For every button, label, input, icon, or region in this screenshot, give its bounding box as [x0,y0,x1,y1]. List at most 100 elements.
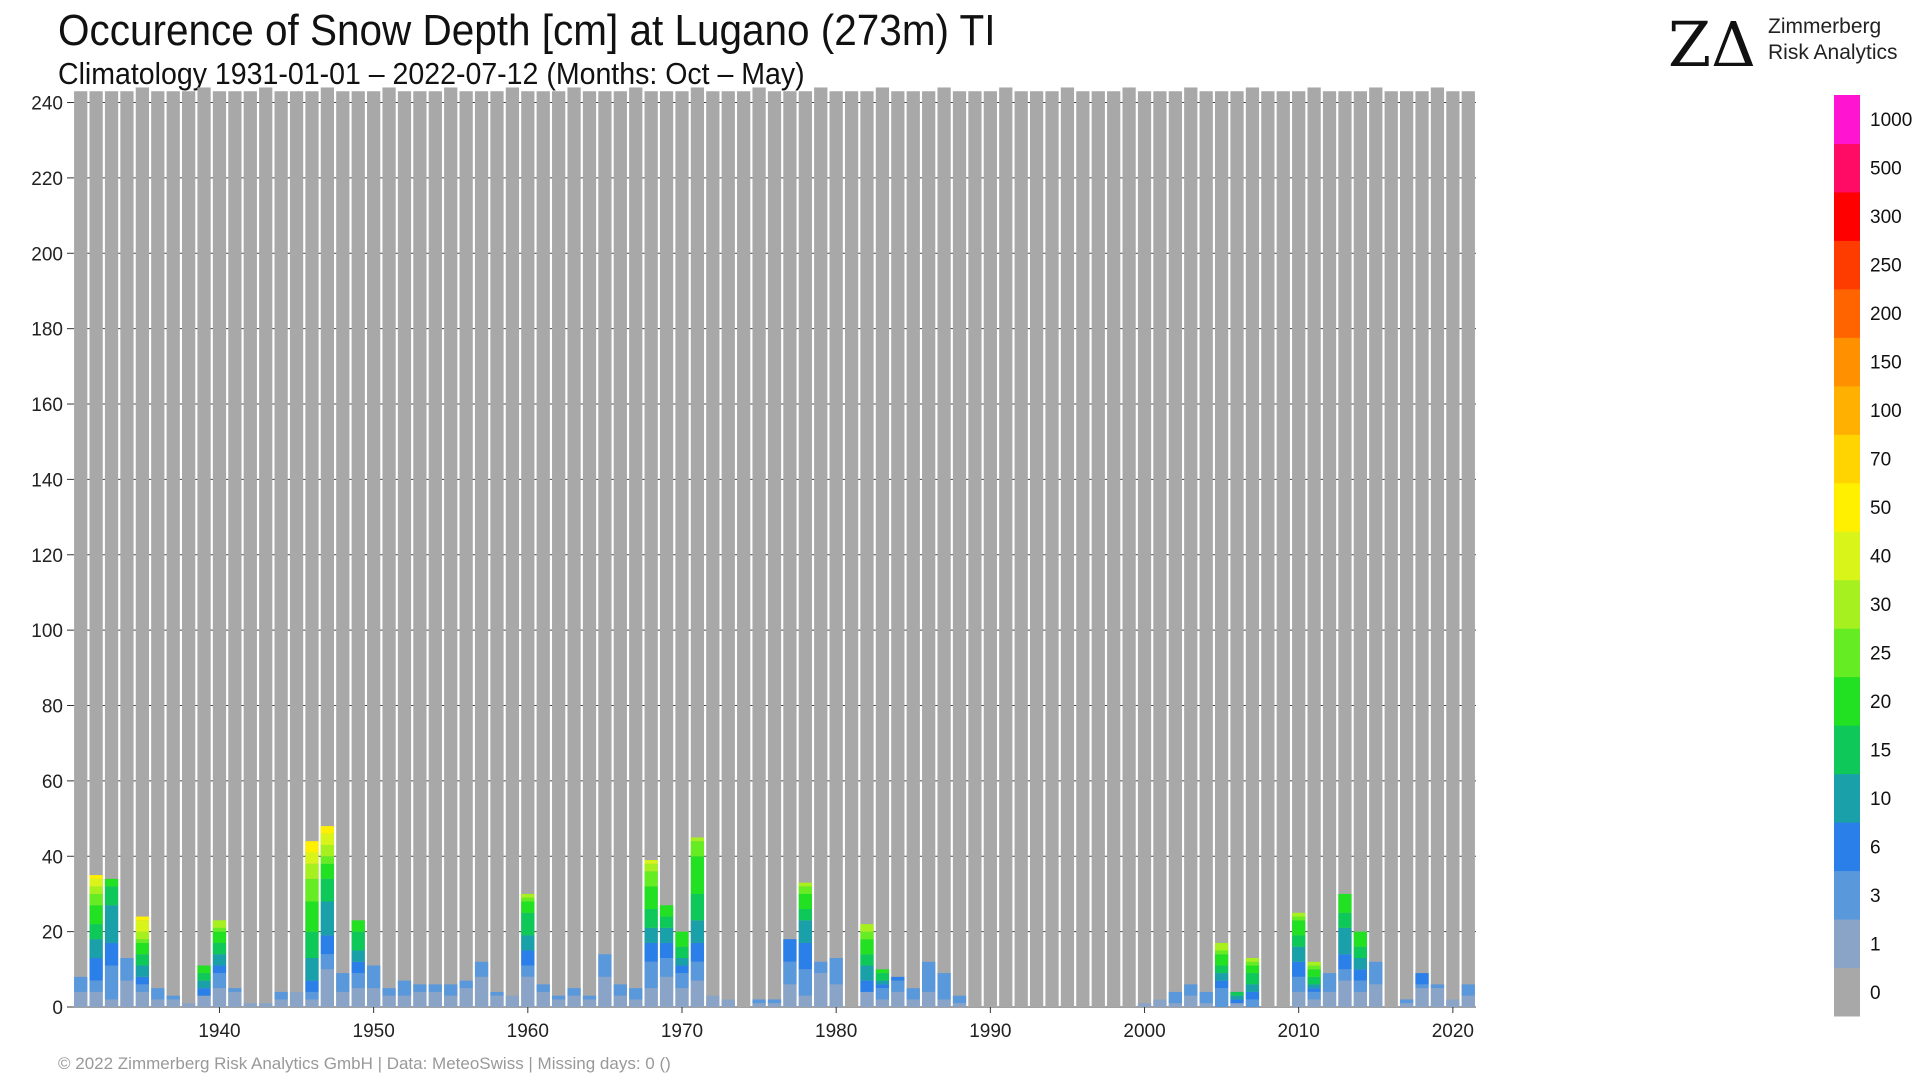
bar-segment-1 [598,976,612,1007]
bar-segment-15 [798,909,812,921]
y-tick-label: 20 [42,923,63,944]
season-bar [228,91,242,1008]
bar-segment-1 [906,999,920,1007]
bar-segment-3 [1338,969,1352,981]
bar-segment-1 [382,995,396,1007]
bar-segment-30 [521,893,535,898]
season-bar [382,87,396,1007]
bar-segment-1 [182,1003,196,1007]
colorbar-swatch [1834,434,1860,484]
bar-segment-1 [305,999,319,1007]
bar-segment-25 [305,878,319,902]
bar-segment-3 [659,958,674,977]
x-tick-label: 2010 [1278,1021,1320,1042]
season-bar [289,91,304,1008]
bar-segment-1 [1168,1003,1182,1007]
season-bar [675,91,689,1008]
bar-segment-20 [135,942,150,955]
bar-segment-6 [197,988,211,996]
season-bar [1107,91,1121,1008]
bar-segment-20 [1292,920,1306,936]
bars-layer [74,87,1475,1008]
bar-segment-30 [644,863,658,872]
season-bar [1014,91,1028,1008]
bar-segment-30 [1307,961,1321,966]
bar-segment-15 [135,954,150,966]
bar-segment-3 [598,954,612,977]
bar-segment-15 [860,954,874,966]
bar-segment-3 [104,965,119,1000]
bar-segment-3 [1199,991,1213,1004]
y-axis: 0 20 40 60 80 100 120 140 160 180 200 220 240 [31,94,73,1019]
bar-segment-15 [320,878,335,902]
bar-segment-20 [644,886,658,910]
bar-segment-1 [567,995,581,1007]
bar-segment-1 [228,991,242,1007]
bar-segment-10 [1307,984,1321,989]
bar-segment-1 [120,980,134,1007]
bar-segment-10 [798,920,812,943]
colorbar-label: 20 [1870,692,1891,713]
season-bar [829,91,843,1008]
season-bar [197,87,211,1007]
colorbar-label: 1 [1870,934,1881,955]
season-bar [767,91,782,1008]
season-bar [1446,91,1460,1008]
bar-segment-10 [644,927,658,943]
bar-segment-6 [690,942,705,962]
bar-segment-50 [305,841,319,853]
bar-segment-3 [120,958,134,981]
bar-segment-15 [1338,912,1352,928]
bar-segment-3 [367,965,381,989]
season-bar [613,91,627,1008]
bar-segment-1 [1307,999,1321,1007]
colorbar-label: 1000 [1870,110,1912,131]
bar-segment-6 [1292,961,1306,977]
bar-segment-15 [644,909,658,928]
bar-segment-3 [922,961,936,992]
bar-segment-20 [212,931,227,943]
season-bar [798,91,812,1008]
bar-segment-1 [922,991,936,1007]
bar-segment-40 [305,852,319,864]
bar-segment-6 [135,976,150,985]
bar-segment-6 [1353,969,1367,981]
colorbar-swatch [1834,143,1860,193]
season-bar [151,91,165,1008]
colorbar-legend: 0 1 3 6 10 15 20 25 30 40 50 70 100 150 200 250 300 500 10… [1834,95,1912,1017]
season-bar [1461,91,1475,1008]
bar-segment-20 [197,965,211,974]
bar-segment-3 [937,973,951,1000]
bar-segment-1 [166,999,180,1007]
bar-segment-3 [875,988,890,1000]
bar-segment-15 [521,912,535,936]
season-bar [1076,91,1090,1008]
bar-segment-20 [1307,969,1321,977]
y-tick-label: 60 [42,772,63,793]
x-tick-label: 1950 [353,1021,395,1042]
bar-segment-1 [243,1003,257,1007]
season-bar [752,87,766,1007]
bar-segment-3 [89,980,103,992]
bar-segment-10 [860,965,874,981]
bar-segment-1 [644,988,658,1007]
bar-segment-3 [74,976,88,992]
season-bar [1276,91,1290,1008]
bar-segment-30 [798,882,812,887]
bar-segment-1 [367,988,381,1007]
bar-segment-10 [1338,927,1352,955]
season-bar [259,87,273,1007]
bar-segment-3 [228,988,242,992]
colorbar-label: 40 [1870,547,1891,568]
bar-segment-1 [1230,1003,1244,1007]
logo-line-2: Risk Analytics [1768,41,1898,64]
bar-segment-1 [1369,984,1383,1007]
season-bar [1261,91,1275,1008]
bar-segment-30 [1214,942,1229,951]
x-axis: 1940 1950 1960 1970 1980 1990 2000 2010 2020 [198,1007,1474,1042]
colorbar-label: 150 [1870,353,1902,374]
season-bar [505,87,520,1007]
season-bar [860,91,874,1008]
bar-segment-1 [289,991,304,1007]
season-bar [367,91,381,1008]
